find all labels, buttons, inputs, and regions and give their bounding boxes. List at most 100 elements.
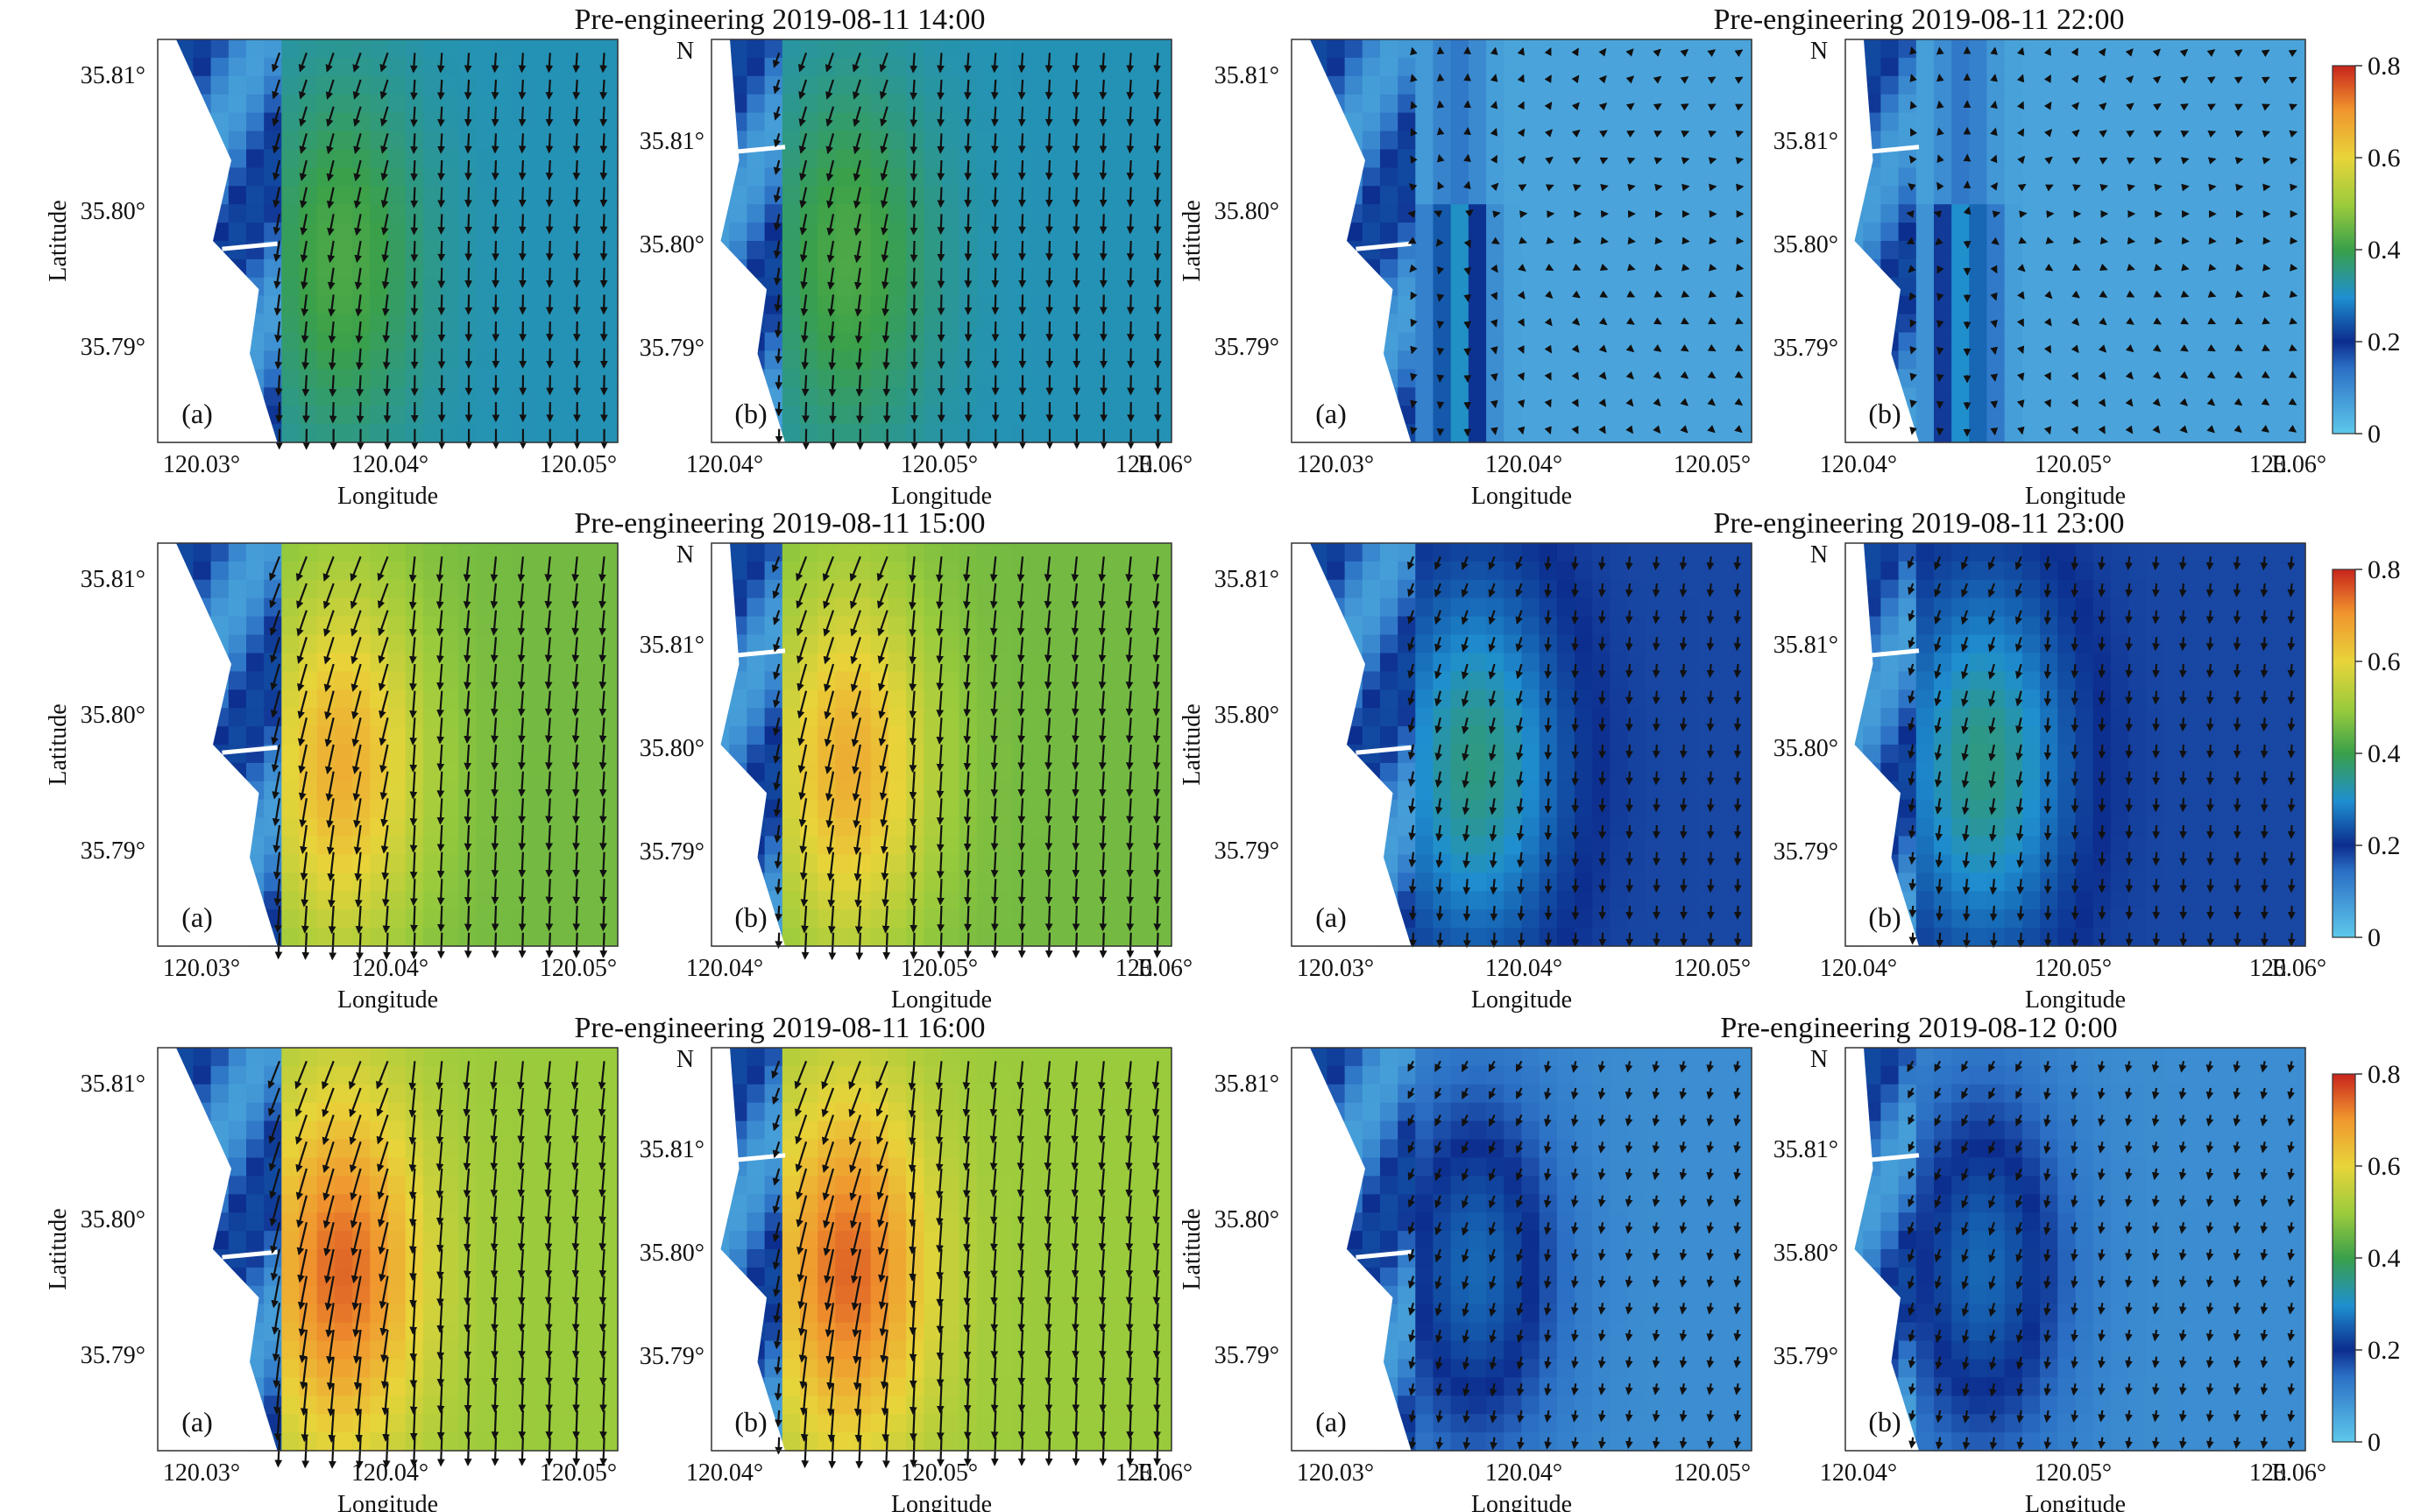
speed-cell [564,1102,584,1122]
speed-cell [246,1102,265,1122]
speed-cell [599,369,619,388]
speed-cell [995,616,1013,636]
speed-cell [782,369,801,388]
speed-cell [924,39,943,59]
speed-cell [941,854,960,873]
speed-cell [334,1102,353,1122]
speed-cell [995,1359,1013,1378]
speed-cell [782,928,801,947]
speed-cell [334,653,353,672]
speed-cell [976,94,995,114]
velocity-arrow [353,159,362,182]
speed-cell [547,131,565,150]
velocity-arrow [599,851,607,878]
speed-cell [564,1194,584,1213]
speed-cell [906,186,924,205]
speed-cell [246,167,265,187]
speed-cell [529,369,548,388]
velocity-arrow [545,214,554,235]
velocity-arrow [1017,905,1026,932]
speed-cell [976,579,995,599]
speed-cell [1398,112,1416,132]
speed-cell [387,223,407,242]
speed-cell [1083,653,1101,672]
speed-cell [1065,131,1084,150]
speed-cell [476,1176,495,1195]
speed-cell [564,1120,584,1141]
speed-cell [1136,75,1155,95]
speed-cell [582,1231,601,1250]
speed-cell [281,295,301,315]
velocity-arrow [1072,851,1080,878]
velocity-arrow [964,187,973,208]
velocity-arrow [437,905,445,932]
speed-cell [564,387,584,406]
speed-cell [422,634,442,654]
land-mask [711,39,785,442]
speed-cell [747,1194,766,1213]
speed-cell [1101,258,1119,279]
speed-cell [476,1377,495,1396]
speed-cell [422,39,442,59]
speed-cell [334,350,353,370]
speed-cell [1012,406,1031,425]
speed-cell [441,579,459,599]
speed-cell [782,241,801,260]
speed-cell [782,1340,801,1360]
speed-cell [1083,223,1101,242]
velocity-arrow [298,52,308,73]
speed-cell [529,762,548,782]
speed-cell [1153,204,1172,223]
velocity-arrow [1018,159,1026,181]
speed-cell [422,1432,442,1452]
speed-cell [1012,149,1031,168]
velocity-arrow [1126,851,1135,878]
speed-cell [941,295,960,315]
velocity-arrow [464,824,472,851]
speed-cell [441,873,459,892]
speed-cell [1083,387,1101,406]
speed-cell [800,75,818,95]
speed-cell [334,223,353,242]
speed-cell [599,277,619,297]
speed-cell [1083,1048,1101,1067]
speed-cell [976,708,995,727]
velocity-arrow [492,294,500,315]
speed-cell [835,745,854,764]
speed-cell [800,909,818,929]
velocity-arrow [1126,214,1135,235]
velocity-arrow [491,879,499,905]
speed-cell [1012,258,1031,279]
speed-cell [1136,836,1155,855]
speed-cell [1118,817,1137,837]
speed-cell [1047,561,1066,581]
speed-cell [334,1377,353,1396]
speed-cell [1047,543,1066,562]
a-ytick: 35.81° [81,62,145,89]
speed-cell [547,75,565,95]
velocity-arrow [1099,240,1108,262]
speed-cell [564,1359,584,1378]
velocity-arrow [798,106,808,127]
speed-cell [352,277,371,297]
speed-cell [316,634,336,654]
speed-cell [476,854,495,873]
speed-cell [835,799,854,819]
speed-cell [441,186,459,205]
north-label: N [676,38,694,65]
speed-cell [747,745,766,764]
velocity-arrow [773,187,782,203]
speed-cell [228,57,247,77]
speed-cell [1153,332,1172,351]
speed-cell [1433,75,1452,95]
speed-cell [582,258,601,279]
speed-cell [582,167,601,187]
speed-cell [422,223,442,242]
speed-cell [906,1249,924,1268]
speed-cell [387,928,407,947]
speed-cell [888,1340,907,1360]
speed-cell [924,258,943,279]
velocity-arrow [492,267,499,288]
speed-cell [441,57,459,77]
speed-cell [1047,131,1066,150]
